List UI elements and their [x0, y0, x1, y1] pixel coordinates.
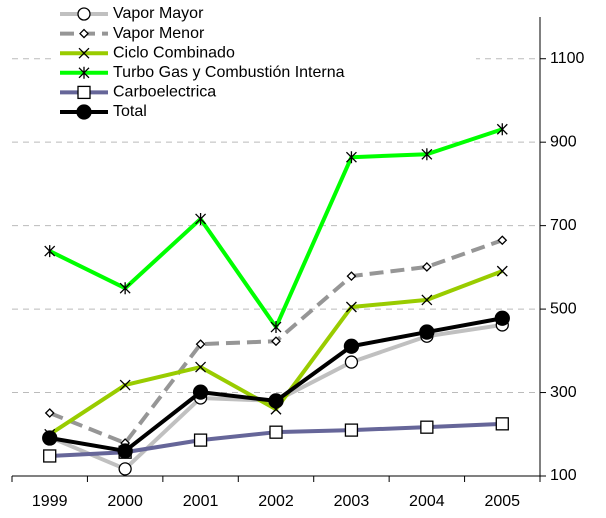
x-tick-label: 2005 [484, 493, 520, 510]
legend-label: Turbo Gas y Combustión Interna [113, 64, 345, 81]
marker [346, 271, 357, 282]
marker [269, 425, 283, 439]
marker [344, 355, 359, 369]
marker [78, 66, 90, 79]
marker [76, 104, 92, 120]
marker [119, 379, 131, 391]
marker [271, 336, 281, 347]
marker [421, 294, 433, 306]
marker [495, 417, 509, 431]
marker [420, 420, 434, 434]
marker [343, 338, 360, 354]
marker [421, 148, 433, 161]
marker [345, 151, 357, 164]
legend-label: Vapor Menor [113, 25, 205, 42]
marker [344, 423, 359, 437]
marker [419, 324, 435, 340]
legend-label: Total [113, 103, 147, 120]
x-tick-label: 2004 [409, 493, 445, 510]
marker [119, 282, 131, 295]
legend-label: Carboelectrica [113, 84, 216, 101]
legend-bg [56, 24, 476, 44]
legend-label: Ciclo Combinado [113, 44, 235, 61]
x-tick-label: 1999 [32, 493, 68, 510]
marker [195, 339, 206, 350]
marker [117, 443, 133, 459]
x-tick-label: 2000 [107, 493, 143, 510]
y-tick-label: 700 [550, 217, 577, 234]
y-tick-label: 500 [550, 300, 577, 317]
y-tick-label: 300 [550, 384, 577, 401]
marker [192, 384, 209, 400]
marker [496, 123, 508, 136]
marker [421, 262, 432, 272]
marker [270, 321, 282, 334]
marker [494, 310, 510, 326]
marker [43, 449, 57, 463]
legend-bg [56, 83, 476, 103]
legend-bg [56, 5, 476, 24]
marker [345, 301, 357, 313]
legend-bg [56, 44, 476, 64]
marker [195, 212, 207, 225]
marker [78, 47, 90, 59]
marker [42, 430, 58, 446]
x-tick-label: 2001 [183, 493, 219, 510]
legend-bg [56, 63, 476, 83]
marker [44, 408, 55, 418]
legend-label: Vapor Mayor [113, 5, 204, 22]
marker [77, 85, 91, 100]
x-tick-label: 2002 [258, 493, 294, 510]
marker [44, 245, 56, 258]
y-tick-label: 900 [550, 133, 577, 150]
marker [497, 235, 508, 246]
marker [193, 433, 208, 447]
y-tick-label: 100 [550, 467, 577, 484]
marker [77, 7, 91, 21]
marker [79, 28, 89, 39]
marker [118, 462, 132, 476]
marker [496, 265, 508, 277]
y-tick-label: 1100 [550, 50, 585, 67]
legend-bg [56, 103, 476, 122]
marker [268, 393, 284, 409]
x-tick-label: 2003 [334, 493, 370, 510]
marker [195, 361, 207, 373]
